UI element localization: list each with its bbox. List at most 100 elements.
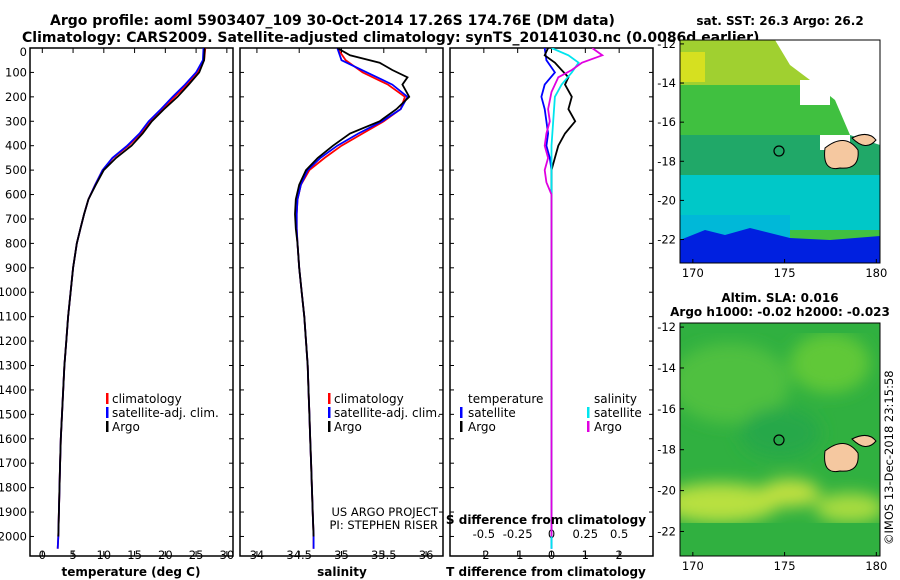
depth-tick-label: 100 [5, 65, 27, 79]
fiji-land [824, 443, 859, 473]
legend-t-satellite-swatch [460, 407, 463, 418]
x-tick-label: 5 [69, 548, 76, 562]
depth-axis: 0 100 200 300 400 500 600 700 800 900 1000 1100 1200… [0, 45, 27, 543]
vanua-levu-land [851, 134, 877, 146]
legend-climatology-label: climatology [334, 392, 404, 406]
legend-argo-label: Argo [112, 420, 140, 434]
legend-satellite-label: satellite-adj. clim. [334, 406, 441, 420]
profile-series [56, 48, 605, 549]
legend-climatology-swatch [328, 393, 331, 404]
depth-tick-label: 1700 [0, 456, 27, 470]
sst-map-frame [679, 39, 881, 264]
x-tick-label: -1 [512, 548, 523, 562]
vanua-levu-land [851, 435, 877, 447]
map-y-tick-label: -16 [657, 402, 676, 416]
header-line1: Argo profile: aoml 5903407_109 30-Oct-20… [50, 13, 615, 29]
map-x-tick-label: 175 [774, 559, 796, 573]
map-y-tick-label: -18 [657, 154, 676, 168]
legend-satellite-swatch [106, 407, 109, 418]
series-line [294, 48, 411, 537]
series-line [295, 48, 406, 549]
depth-tick-label: 2000 [0, 529, 27, 543]
sst-field-warmest [680, 52, 705, 82]
legend-salinity-panel: climatology satellite-adj. clim. Argo [328, 392, 441, 434]
legend-s-satellite-label: satellite [594, 406, 642, 420]
depth-tick-label: 1400 [0, 383, 27, 397]
depth-tick-label: 400 [5, 139, 27, 153]
depth-tick-label: 1600 [0, 432, 27, 446]
depth-tick-label: 1900 [0, 505, 27, 519]
sst-map-ticks: 170 175 180 -12 -14 -16 -18 -20 -22 [657, 37, 887, 280]
legend-argo-swatch [328, 421, 331, 432]
x-tick-label: 10 [96, 548, 111, 562]
x-tick-label: 34.5 [286, 548, 312, 562]
sla-anomaly [760, 479, 820, 507]
salinity-plot-frame [239, 47, 444, 557]
sla-map [680, 323, 880, 556]
map-y-tick-label: -22 [657, 233, 676, 247]
sla-map-canvas [680, 323, 880, 556]
map-x-tick-label: 180 [865, 266, 887, 280]
temperature-plot-frame [29, 47, 234, 557]
x-tick-label: 35.5 [371, 548, 397, 562]
sst-map-title: sat. SST: 26.3 Argo: 26.2 [696, 14, 863, 28]
map-y-tick-label: -20 [657, 484, 676, 498]
x-tick-label: 34 [250, 548, 265, 562]
depth-tick-label: 200 [5, 90, 27, 104]
series-line [56, 48, 205, 549]
x-tick-label: 25 [189, 548, 204, 562]
legend-s-argo-swatch [587, 421, 590, 432]
legend-climatology-label: climatology [112, 392, 182, 406]
s-difference-axis-label: S difference from climatology [446, 513, 646, 527]
x-tick-label: 30 [220, 548, 235, 562]
depth-tick-label: 700 [5, 212, 27, 226]
sla-map-ticks: 170 175 180 -12 -14 -16 -18 -20 -22 [657, 320, 887, 573]
s-tick-label: 0.5 [610, 527, 628, 541]
legend-climatology-swatch [106, 393, 109, 404]
depth-tick-label: 800 [5, 236, 27, 250]
depth-tick-label: 1200 [0, 334, 27, 348]
s-tick-label: -0.25 [503, 527, 533, 541]
map-y-tick-label: -12 [657, 37, 676, 51]
legend-temperature-panel: climatology satellite-adj. clim. Argo [106, 392, 219, 434]
x-tick-label: 2 [616, 548, 623, 562]
sst-map-canvas [680, 40, 880, 263]
sla-anomaly [815, 493, 880, 523]
imos-watermark: ©IMOS 13-Dec-2018 23:15:58 [882, 370, 896, 545]
map-x-tick-label: 180 [865, 559, 887, 573]
sla-map-title: Altim. SLA: 0.016 [721, 291, 838, 305]
sla-anomaly [680, 483, 780, 523]
map-y-tick-label: -18 [657, 443, 676, 457]
sla-map-frame [679, 322, 881, 557]
legend-t-argo-swatch [460, 421, 463, 432]
depth-tick-label: 900 [5, 261, 27, 275]
sla-anomaly [740, 408, 820, 458]
series-line [57, 48, 206, 537]
legend-satellite-label: satellite-adj. clim. [112, 406, 219, 420]
map-y-tick-label: -14 [657, 76, 676, 90]
depth-tick-label: 600 [5, 188, 27, 202]
legend-salinity-title: salinity [594, 392, 637, 406]
series-line [56, 48, 207, 549]
map-y-tick-label: -22 [657, 524, 676, 538]
t-difference-axis-label: T difference from climatology [446, 565, 646, 579]
sst-map [680, 40, 880, 263]
depth-tick-label: 1300 [0, 359, 27, 373]
legend-t-argo-label: Argo [468, 420, 496, 434]
x-tick-label: 36 [419, 548, 434, 562]
map-y-tick-label: -20 [657, 193, 676, 207]
sla-anomaly [680, 343, 790, 423]
sla-map-subtitle: Argo h1000: -0.02 h2000: -0.023 [670, 305, 890, 319]
header-line2: Climatology: CARS2009. Satellite-adjuste… [22, 30, 759, 46]
salinity-axis-label: salinity [317, 565, 367, 579]
legend-argo-swatch [106, 421, 109, 432]
x-tick-label: 20 [158, 548, 173, 562]
sla-field-anomalies [680, 333, 880, 523]
x-tick-label: 0 [548, 548, 555, 562]
credit-pi: PI: STEPHEN RISER [330, 518, 439, 532]
map-y-tick-label: -16 [657, 115, 676, 129]
legend-s-argo-label: Argo [594, 420, 622, 434]
argo-location-marker [773, 145, 785, 157]
depth-tick-label: 1800 [0, 481, 27, 495]
